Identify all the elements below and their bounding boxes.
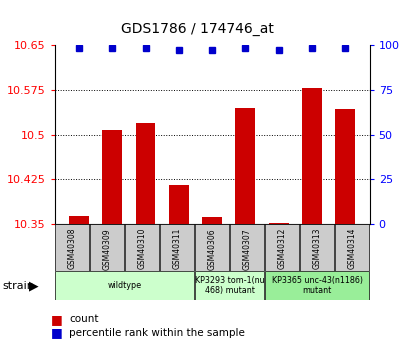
FancyBboxPatch shape [265, 271, 369, 300]
Bar [335, 109, 355, 224]
Text: wildtype: wildtype [108, 281, 142, 290]
FancyBboxPatch shape [300, 224, 334, 271]
Bar [202, 217, 222, 224]
Text: GSM40311: GSM40311 [173, 228, 181, 269]
Text: GSM40312: GSM40312 [278, 228, 286, 269]
Text: strain: strain [2, 282, 34, 291]
FancyBboxPatch shape [195, 224, 229, 271]
FancyBboxPatch shape [265, 224, 299, 271]
Bar [136, 123, 155, 224]
FancyBboxPatch shape [195, 271, 264, 300]
Text: GSM40308: GSM40308 [68, 228, 76, 269]
Text: ▶: ▶ [29, 280, 38, 293]
Text: percentile rank within the sample: percentile rank within the sample [69, 328, 245, 338]
Bar [69, 216, 89, 224]
Text: KP3365 unc-43(n1186)
mutant: KP3365 unc-43(n1186) mutant [272, 276, 362, 295]
FancyBboxPatch shape [230, 224, 264, 271]
Text: ■: ■ [50, 313, 62, 326]
FancyBboxPatch shape [55, 224, 89, 271]
Bar [169, 185, 189, 224]
Bar [302, 88, 322, 224]
Bar [269, 223, 289, 224]
Text: GSM40314: GSM40314 [348, 228, 357, 269]
Text: GSM40307: GSM40307 [243, 228, 252, 269]
FancyBboxPatch shape [125, 224, 159, 271]
FancyBboxPatch shape [90, 224, 124, 271]
Text: GSM40313: GSM40313 [312, 228, 322, 269]
FancyBboxPatch shape [160, 224, 194, 271]
FancyBboxPatch shape [55, 271, 194, 300]
Text: ■: ■ [50, 326, 62, 339]
Text: KP3293 tom-1(nu
468) mutant: KP3293 tom-1(nu 468) mutant [195, 276, 265, 295]
Text: count: count [69, 314, 99, 324]
Text: GDS1786 / 174746_at: GDS1786 / 174746_at [121, 22, 274, 36]
Text: GSM40310: GSM40310 [138, 228, 147, 269]
Text: GSM40306: GSM40306 [207, 228, 217, 269]
Text: GSM40309: GSM40309 [102, 228, 112, 269]
Bar [102, 130, 122, 224]
FancyBboxPatch shape [335, 224, 369, 271]
Bar [235, 108, 255, 224]
